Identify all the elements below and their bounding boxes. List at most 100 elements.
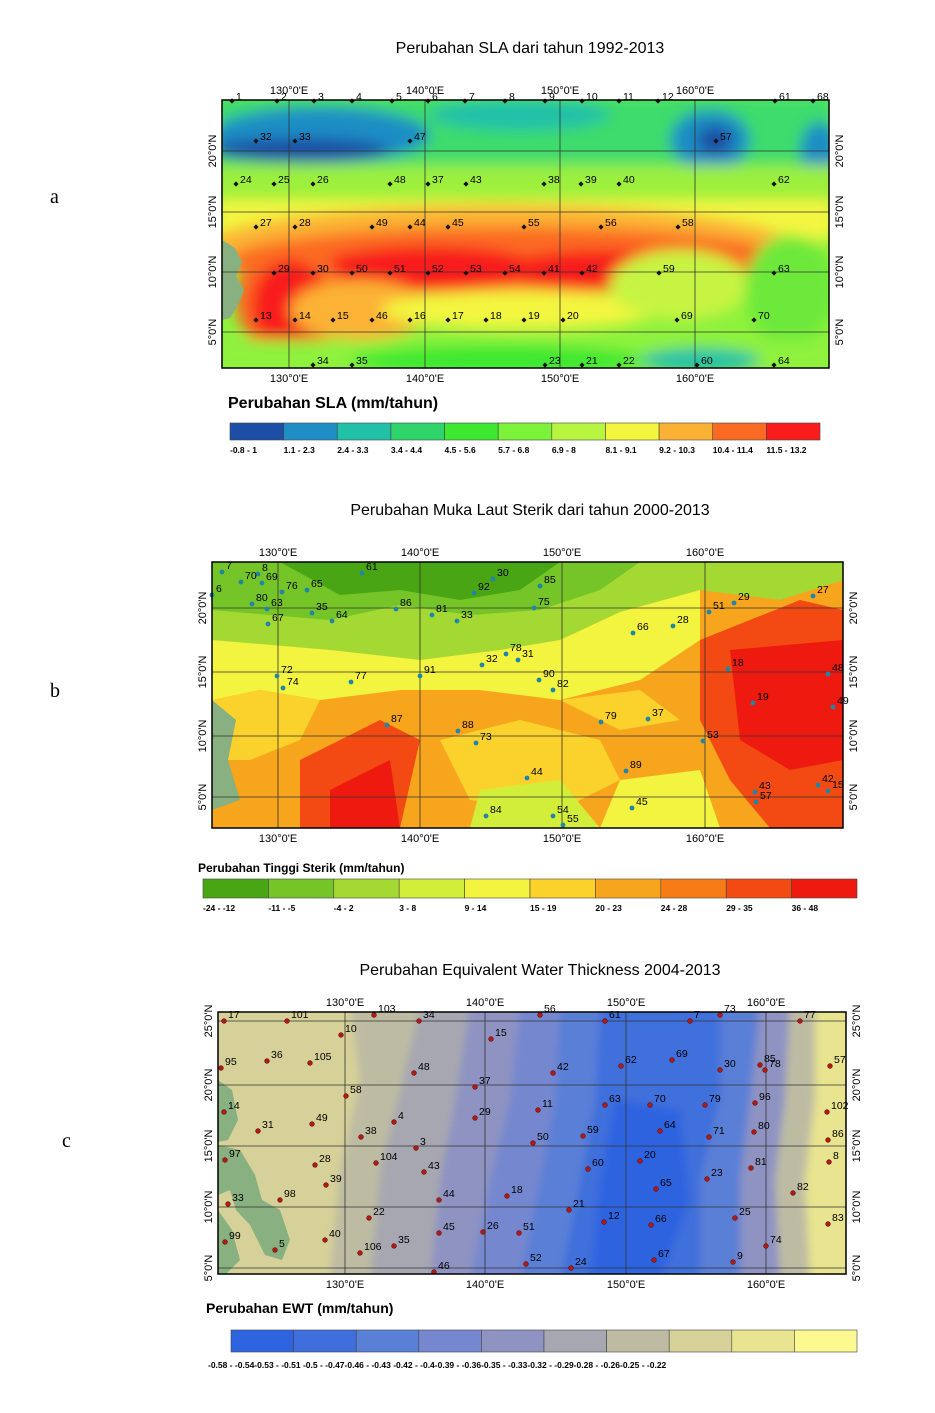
station-marker [694,362,700,368]
legend-swatch [658,422,714,441]
lon-tick-top: 150°0'E [543,547,581,559]
station-label: 60 [701,355,713,367]
station-marker [601,1219,607,1225]
station-marker [797,1018,803,1024]
station-marker [578,181,584,187]
station-marker [329,618,335,624]
station-marker [359,570,365,576]
station-label: 61 [366,561,378,573]
station-label: 61 [609,1009,621,1021]
legend-swatch [668,1329,733,1353]
legend-swatch [464,878,531,899]
station-marker [387,270,393,276]
station-marker [815,782,821,788]
graticule-a [222,100,829,368]
station-label: 12 [608,1210,620,1222]
ticks-c: 130°0'E 130°0'E 140°0'E 140°0'E 150°0'E 150°0… [203,997,863,1291]
lon-tick-top: 140°0'E [406,85,444,97]
station-marker [732,1215,738,1221]
station-label: 34 [317,355,329,367]
land-philippines [218,1145,290,1260]
station-marker [483,813,489,819]
station-marker [623,768,629,774]
station-label: 48 [418,1061,430,1073]
station-marker [653,1186,659,1192]
station-label: 45 [452,217,464,229]
station-marker [598,224,604,230]
lon-tick-top: 160°0'E [747,997,785,1009]
station-marker [454,618,460,624]
station-label: 51 [523,1221,535,1233]
station-label: 31 [262,1119,274,1131]
legend-c-title: Perubahan EWT (mm/tahun) [206,1300,393,1316]
station-marker [384,722,390,728]
station-label: 64 [336,609,348,621]
station-marker [407,317,413,323]
station-marker [704,1176,710,1182]
station-marker [752,789,758,795]
station-marker [425,270,431,276]
station-label: 60 [592,1157,604,1169]
station-label: 35 [398,1234,410,1246]
station-label: 86 [400,597,412,609]
station-label: 7 [469,91,475,103]
station-marker [253,317,259,323]
lat-tick-left: 15°0'N [207,196,219,229]
lat-tick-right: 20°0'N [848,592,860,625]
station-label: 56 [544,1003,556,1015]
lat-tick-right: 20°0'N [834,135,846,168]
station-marker [810,98,816,104]
station-label: 87 [391,713,403,725]
station-label: 65 [660,1177,672,1189]
station-label: 11 [623,91,634,103]
station-marker [825,671,831,677]
station-label: 30 [724,1058,736,1070]
lat-tick-right: 5°0'N [848,784,860,811]
station-label: 25 [739,1206,751,1218]
station-label: 30 [317,263,329,275]
station-label: 74 [287,676,299,688]
station-label: 8 [509,91,515,103]
station-label: 71 [713,1125,725,1137]
map-c-frame [217,1011,847,1275]
station-marker [229,98,235,104]
station-label: 45 [443,1221,455,1233]
station-marker [523,1261,529,1267]
legend-swatch [230,1329,294,1353]
lat-tick-right: 5°0'N [834,319,846,346]
station-marker [416,1018,422,1024]
station-label: 1 [236,91,242,103]
station-marker [531,605,537,611]
station-label: 26 [487,1220,499,1232]
station-label: 34 [423,1009,435,1021]
legend-label: 29 - 35 [726,903,753,913]
station-marker [349,362,355,368]
station-marker [463,181,469,187]
station-marker [713,138,719,144]
station-marker [656,270,662,276]
station-marker [580,1133,586,1139]
station-marker [670,623,676,629]
station-marker [674,317,680,323]
legend-label: 9 - 14 [465,903,487,913]
station-label: 58 [350,1084,362,1096]
station-label: 54 [509,263,521,275]
legend-label: 24 - 28 [661,903,688,913]
station-label: 37 [652,707,664,719]
station-marker [827,1063,833,1069]
station-label: 42 [557,1061,569,1073]
station-label: 46 [438,1260,450,1272]
station-marker [222,1239,228,1245]
lon-tick-bottom: 160°0'E [747,1279,785,1291]
station-label: 51 [394,263,406,275]
station-label: 35 [356,355,368,367]
legend-label: -4 - 2 [334,903,354,913]
station-marker [264,606,270,612]
station-marker [550,813,556,819]
station-label: 6 [216,583,222,595]
station-marker [274,673,280,679]
station-marker [271,181,277,187]
legend-swatch [725,878,792,899]
station-label: 48 [394,174,406,186]
